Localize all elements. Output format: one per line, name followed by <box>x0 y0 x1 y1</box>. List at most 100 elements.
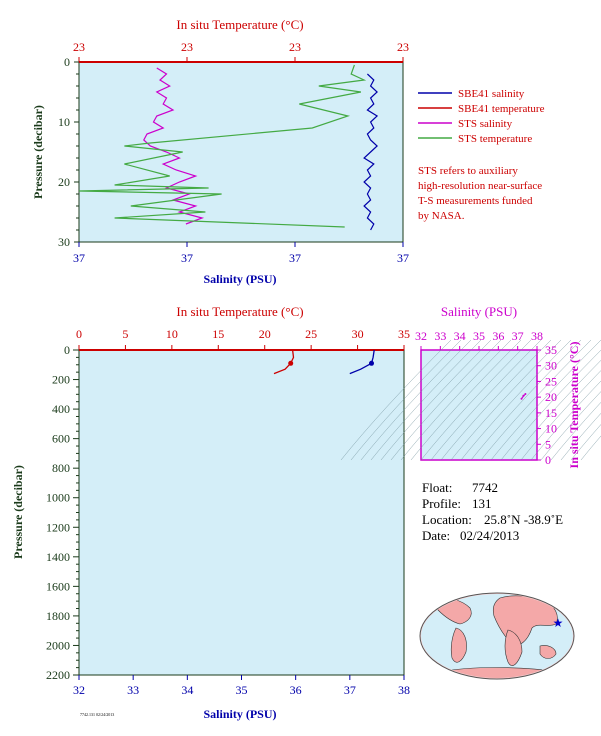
main-panel-y-tick-label: 1600 <box>46 579 70 593</box>
top-panel-top-tick-label: 23 <box>73 40 85 54</box>
ts-panel-contour <box>530 380 601 461</box>
ts-panel-plot-area <box>420 349 538 461</box>
ts-panel-contour <box>430 339 542 461</box>
main-panel-bottom-tick-label: 32 <box>73 683 85 697</box>
main-panel-top-tick-label: 5 <box>122 327 128 341</box>
ts-panel-y-axis-label: In situ Temperature (°C) <box>567 342 581 469</box>
world-map: ★ <box>419 592 575 680</box>
ts-panel-contour <box>520 370 601 461</box>
top-panel-y-axis-label: Pressure (decibar) <box>31 105 45 199</box>
ts-panel-contour <box>500 349 601 461</box>
top-panel-y-tick-label: 0 <box>64 55 70 69</box>
main-panel-y-tick-label: 1800 <box>46 609 70 623</box>
legend-note-line: STS refers to auxiliary <box>418 165 518 177</box>
ts-panel-contour <box>570 424 601 461</box>
map-south-america <box>450 627 467 663</box>
main-panel-top-tick-label: 0 <box>76 327 82 341</box>
ts-panel-top-tick-label: 32 <box>415 329 427 343</box>
top-panel-series-sts-temperature <box>78 64 367 228</box>
ts-panel-y-tick-label: 20 <box>545 390 557 404</box>
main-panel-series <box>273 349 375 375</box>
ts-panel-points <box>520 393 527 400</box>
float-info: Float: 7742 Profile: 131 Location: 25.8˚… <box>422 480 563 543</box>
main-panel-y-tick-label: 1400 <box>46 550 70 564</box>
top-panel-y-tick-label: 20 <box>58 175 70 189</box>
ts-panel-contour <box>510 359 601 461</box>
float-label: Float: <box>422 480 452 495</box>
ts-panel-y-tick-label: 10 <box>545 422 557 436</box>
ts-panel-top-tick-label: 36 <box>492 329 504 343</box>
main-panel-bottom-ticks: 32 33 34 35 36 37 38 <box>73 675 410 697</box>
top-panel-bottom-ticks: 37 37 37 37 <box>73 242 409 265</box>
ts-panel-contour <box>350 339 462 461</box>
float-value: 7742 <box>472 480 498 495</box>
ts-panel-top-axis-label: Salinity (PSU) <box>441 304 517 319</box>
ts-panel-contour <box>490 339 601 461</box>
main-panel-y-tick-label: 800 <box>52 461 70 475</box>
ts-panel-contour <box>550 401 601 461</box>
main-panel-y-tick-label: 1000 <box>46 491 70 505</box>
ts-panel-contour <box>580 435 601 461</box>
top-panel-bottom-axis-label: Salinity (PSU) <box>203 272 276 286</box>
footer-note: 7742.131 02/24/2013 <box>80 712 114 717</box>
legend-item-label: SBE41 salinity <box>458 88 525 100</box>
ts-panel-contour <box>440 339 552 461</box>
ts-panel-y-tick-label: 30 <box>545 359 557 373</box>
top-panel-top-tick-label: 23 <box>397 40 409 54</box>
legend-note: STS refers to auxiliary high-resolution n… <box>418 165 542 222</box>
profile-label: Profile: <box>422 496 461 511</box>
ts-panel-point <box>524 393 527 395</box>
main-panel-y-tick-label: 0 <box>64 343 70 357</box>
main-panel-y-ticks: 0 200 400 600 800 1000 1200 1400 1600 1800 2000 220… <box>46 343 79 682</box>
date-label: Date: <box>422 528 450 543</box>
ts-panel-contour <box>480 339 592 461</box>
ts-panel-contour <box>420 339 532 461</box>
date-value: 02/24/2013 <box>460 528 519 543</box>
profile-value: 131 <box>472 496 492 511</box>
ts-panel-y-tick-label: 0 <box>545 453 551 467</box>
top-panel-top-ticks: 23 23 23 23 <box>73 40 409 62</box>
top-panel-series-sbe41-salinity <box>363 73 379 231</box>
ts-panel-contour <box>400 339 512 461</box>
top-panel-series-sts-salinity <box>143 67 205 225</box>
ts-panel-y-tick-label: 5 <box>545 437 551 451</box>
legend-note-line: T-S measurements funded <box>418 195 533 207</box>
location-label: Location: <box>422 512 472 527</box>
main-panel-top-tick-label: 30 <box>352 327 364 341</box>
ts-panel-contour <box>360 339 472 461</box>
top-panel-top-tick-label: 23 <box>181 40 193 54</box>
main-panel-y-tick-label: 2200 <box>46 668 70 682</box>
main-panel-plot-area <box>78 349 405 676</box>
main-panel: In situ Temperature (°C) 0 5 10 15 20 25 30 35 … <box>11 304 410 721</box>
top-panel-top-axis-label: In situ Temperature (°C) <box>176 17 303 32</box>
ts-panel-y-tick-label: 35 <box>545 343 557 357</box>
legend-note-line: by NASA. <box>418 210 465 222</box>
ts-panel-point <box>520 397 523 400</box>
ts-panel-contour <box>450 339 562 461</box>
top-panel-top-tick-label: 23 <box>289 40 301 54</box>
ts-panel-point <box>522 394 525 397</box>
main-panel-top-tick-label: 15 <box>212 327 224 341</box>
main-panel-temperature-marker <box>288 360 294 366</box>
ts-panel-top-ticks: 32 33 34 35 36 37 38 <box>415 329 543 350</box>
top-panel-plot-area <box>78 61 404 243</box>
ts-panel: Salinity (PSU) 32 33 34 35 36 37 38 0 510 15 20 25… <box>340 304 601 469</box>
top-panel-y-ticks: 0 10 20 30 <box>58 55 79 249</box>
top-panel-bottom-tick-label: 37 <box>73 251 85 265</box>
legend-item-label: STS salinity <box>458 118 513 130</box>
main-panel-bottom-tick-label: 37 <box>344 683 356 697</box>
top-panel: In situ Temperature (°C) 23 23 23 23 0 10 20 3… <box>31 17 409 286</box>
main-panel-bottom-tick-label: 34 <box>181 683 193 697</box>
ts-panel-contour <box>390 339 502 461</box>
top-panel-bottom-tick-label: 37 <box>289 251 301 265</box>
main-panel-top-ticks: 0 5 10 15 20 25 30 35 <box>76 327 410 350</box>
legend-item-label: STS temperature <box>458 133 532 145</box>
main-panel-y-axis-label: Pressure (decibar) <box>11 465 25 559</box>
map-australia <box>539 645 557 659</box>
legend: SBE41 salinity SBE41 temperature STS salin… <box>418 88 545 222</box>
main-panel-bottom-tick-label: 36 <box>290 683 302 697</box>
ts-panel-contour <box>380 339 492 461</box>
main-panel-top-tick-label: 10 <box>166 327 178 341</box>
